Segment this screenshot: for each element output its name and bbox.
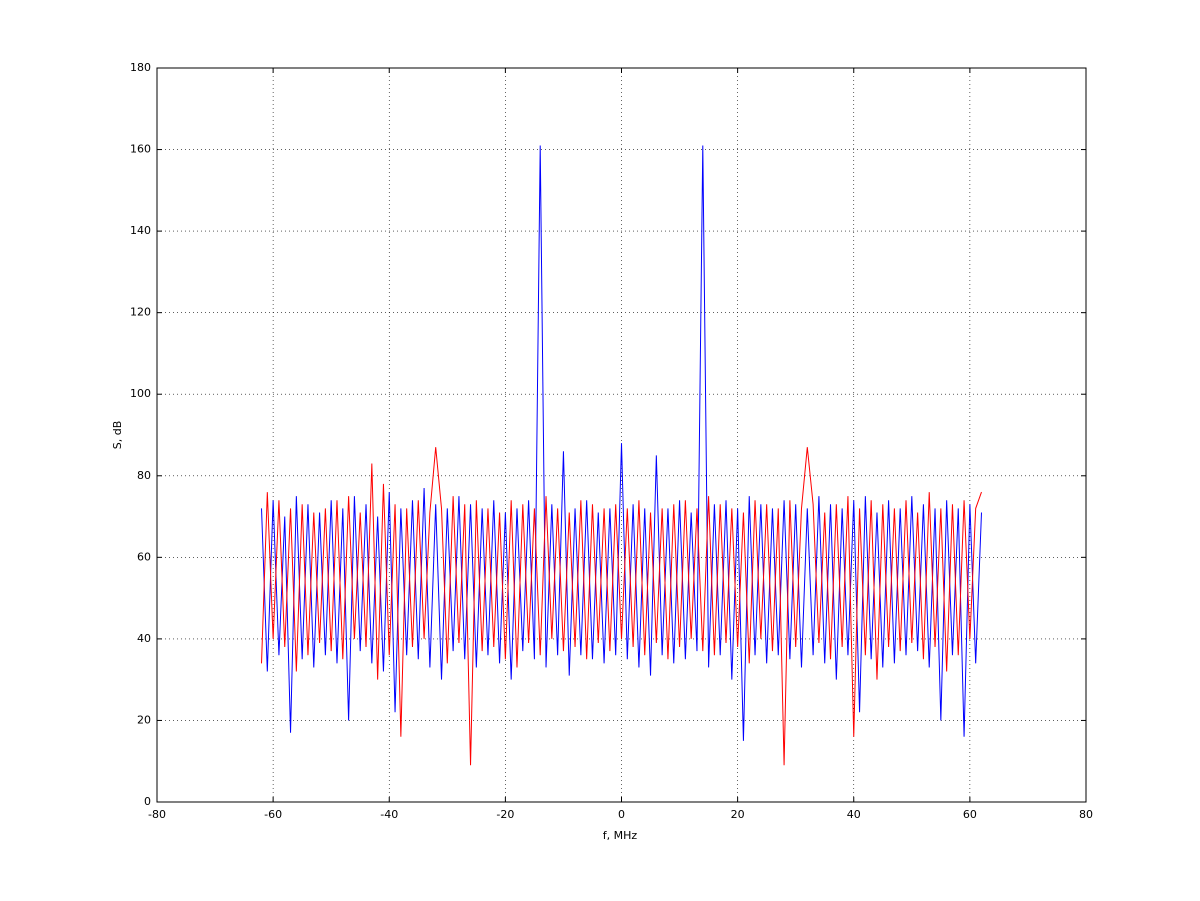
series-line <box>261 447 982 766</box>
y-axis-label: S, dB <box>111 421 124 450</box>
y-tick-label: 40 <box>137 632 151 645</box>
ticks: -80 -60 -40 -20 0 20 40 60 80 0 20 40 60 80 100 120 140 1… <box>130 61 1093 821</box>
x-axis-label: f, MHz <box>603 829 638 842</box>
y-tick-label: 120 <box>130 306 151 319</box>
x-tick-label: -60 <box>264 808 282 821</box>
x-tick-label: 40 <box>847 808 861 821</box>
y-tick-label: 140 <box>130 224 151 237</box>
x-tick-label: 20 <box>731 808 745 821</box>
x-tick-label: -20 <box>496 808 514 821</box>
y-tick-label: 80 <box>137 469 151 482</box>
y-tick-label: 60 <box>137 550 151 563</box>
y-tick-label: 160 <box>130 143 151 156</box>
x-tick-label: -40 <box>380 808 398 821</box>
x-tick-label: 60 <box>963 808 977 821</box>
x-tick-label: -80 <box>148 808 166 821</box>
y-tick-label: 20 <box>137 713 151 726</box>
y-tick-label: 0 <box>144 795 151 808</box>
x-tick-label: 0 <box>618 808 625 821</box>
x-tick-label: 80 <box>1079 808 1093 821</box>
plot-lines <box>261 145 982 766</box>
y-tick-label: 180 <box>130 61 151 74</box>
series-line <box>261 145 982 741</box>
y-tick-label: 100 <box>130 387 151 400</box>
